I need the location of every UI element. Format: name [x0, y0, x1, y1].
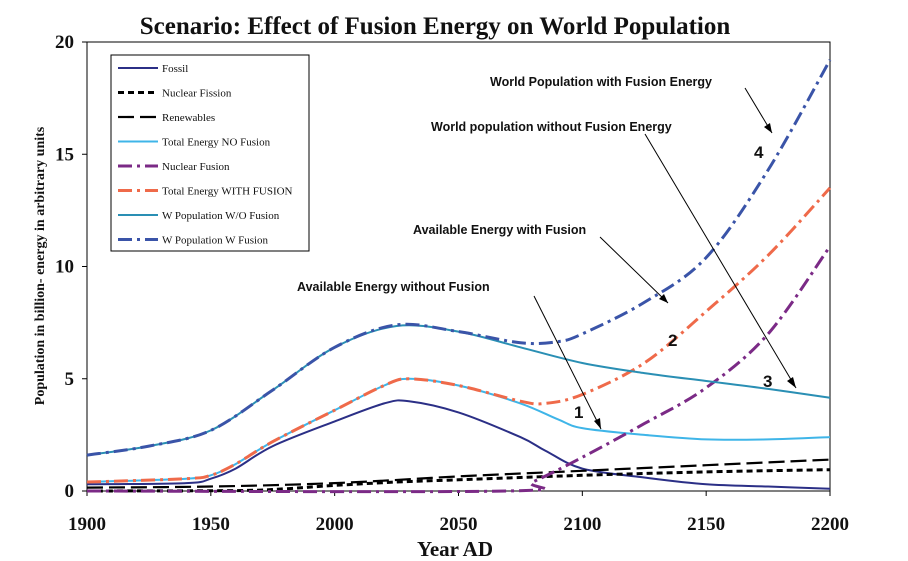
- y-tick-label: 5: [65, 369, 75, 390]
- legend-label-3: Renewables: [162, 112, 215, 124]
- annotations: World Population with Fusion Energy Worl…: [297, 75, 797, 430]
- annotation-number-3: 3: [763, 372, 772, 391]
- annotation-label-2: Available Energy with Fusion: [413, 223, 586, 237]
- annotation-number-4: 4: [754, 143, 764, 162]
- x-tick-label: 1900: [68, 514, 106, 535]
- legend: Fossil Nuclear Fission Renewables Total Ene…: [110, 54, 310, 252]
- legend-label-6: Total Energy WITH FUSION: [162, 186, 293, 198]
- annotation-label-4: World Population with Fusion Energy: [490, 75, 712, 89]
- legend-label-4: Total Energy NO Fusion: [162, 137, 271, 149]
- x-tick-label: 2000: [316, 514, 354, 535]
- series-line-7: [86, 324, 831, 457]
- y-tick-label: 20: [55, 32, 74, 53]
- legend-items: Fossil Nuclear Fission Renewables Total Ene…: [118, 63, 293, 247]
- series-layer: [86, 59, 832, 494]
- x-ticks: 1900 1950 2000 2050 2100 2150 2200: [68, 491, 849, 535]
- legend-label-5: Nuclear Fusion: [162, 161, 230, 173]
- series-line-4: [86, 377, 831, 483]
- annotation-label-3: World population without Fusion Energy: [431, 120, 672, 134]
- y-ticks: 0 5 10 15 20: [55, 32, 87, 502]
- annotation-arrow-1: [533, 295, 602, 430]
- legend-box: [110, 54, 310, 252]
- annotation-arrow-3: [644, 133, 797, 389]
- series-line-5: [86, 245, 832, 494]
- x-axis-label: Year AD: [417, 537, 493, 561]
- legend-label-7: W Population W/O Fusion: [162, 210, 280, 222]
- chart-title: Scenario: Effect of Fusion Energy on Wor…: [140, 13, 731, 40]
- series-line-8: [86, 59, 832, 457]
- series-line-1: [86, 399, 831, 490]
- x-tick-label: 2200: [811, 514, 849, 535]
- x-tick-label: 2150: [687, 514, 725, 535]
- legend-label-2: Nuclear Fission: [162, 88, 232, 100]
- annotation-arrowhead-4: [764, 123, 772, 133]
- annotation-arrowhead-2: [659, 294, 668, 303]
- x-tick-label: 2050: [440, 514, 478, 535]
- y-tick-label: 0: [65, 481, 75, 502]
- y-tick-label: 10: [55, 257, 74, 278]
- annotation-arrowhead-3: [787, 377, 796, 388]
- series-line-6: [86, 186, 832, 484]
- legend-label-1: Fossil: [162, 63, 188, 75]
- annotation-arrow-2: [599, 236, 669, 304]
- y-tick-label: 15: [55, 144, 74, 165]
- annotation-number-2: 2: [668, 331, 677, 350]
- annotation-number-1: 1: [574, 403, 583, 422]
- x-tick-label: 2100: [563, 514, 601, 535]
- annotation-arrowhead-1: [594, 418, 601, 429]
- y-axis-label: Population in billion- energy in arbitra…: [33, 126, 48, 405]
- series-line-2: [86, 468, 831, 493]
- series-line-3: [86, 458, 831, 489]
- annotation-label-1: Available Energy without Fusion: [297, 280, 490, 294]
- x-tick-label: 1950: [192, 514, 230, 535]
- legend-label-8: W Population W Fusion: [162, 235, 269, 247]
